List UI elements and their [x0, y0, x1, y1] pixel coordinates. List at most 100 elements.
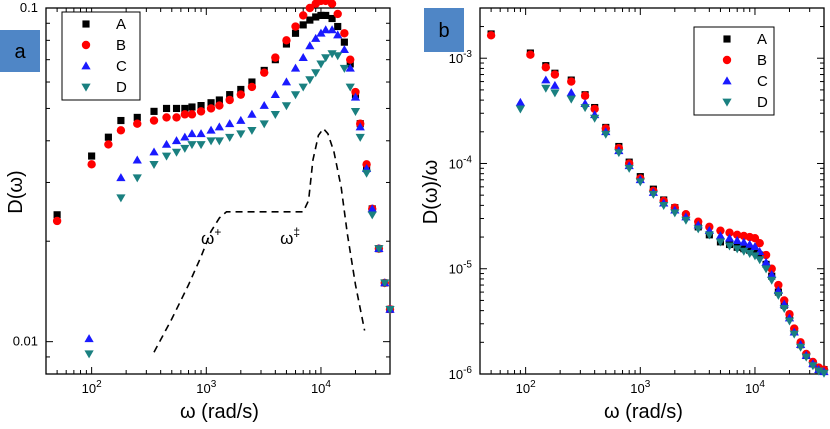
data-point-a-d	[281, 102, 292, 111]
legend-marker-c	[81, 61, 91, 70]
legend-marker-c	[722, 76, 732, 85]
panel-badge-a-bg	[0, 30, 40, 72]
data-point-b-d	[635, 178, 645, 187]
data-point-b-b	[550, 70, 560, 79]
data-point-b-d	[590, 114, 600, 123]
x-tick-label-b: 104	[745, 379, 765, 396]
data-point-b-d	[614, 149, 624, 158]
panel-badge-b-bg	[424, 8, 464, 52]
data-point-b-d	[745, 249, 755, 258]
legend-marker-d	[81, 83, 91, 92]
data-point-b-b	[526, 50, 535, 59]
data-point-a-d	[339, 64, 349, 73]
data-point-a-b	[87, 160, 96, 169]
data-point-a-a	[53, 211, 61, 219]
data-point-a-c	[187, 129, 197, 138]
x-axis-label-a: ω (rad/s)	[180, 401, 259, 423]
legend-label-a: A	[757, 31, 767, 48]
data-point-b-b	[755, 238, 764, 248]
data-point-a-d	[270, 110, 280, 119]
data-point-a-b	[225, 95, 234, 105]
y-axis-label-a: D(ω)	[5, 170, 27, 213]
y-tick-label-b: 10-3	[449, 49, 473, 66]
data-point-b-d	[659, 202, 669, 210]
data-point-a-d	[355, 133, 365, 142]
data-point-b-d	[648, 190, 658, 199]
data-point-a-c	[333, 30, 343, 39]
data-point-a-b	[133, 119, 142, 128]
y-tick-label-b: 10-4	[449, 154, 473, 171]
x-tick-label-a: 102	[82, 379, 102, 396]
data-point-a-c	[350, 92, 361, 101]
data-point-a-b	[162, 113, 171, 122]
data-point-a-d	[187, 141, 197, 150]
data-point-a-c	[84, 334, 94, 343]
data-point-b-d	[784, 317, 795, 326]
data-point-b-b	[486, 31, 496, 40]
y-tick-label-b: 10-5	[449, 260, 473, 277]
legend-marker-d	[722, 98, 732, 107]
x-tick-label-b: 102	[516, 379, 536, 396]
data-point-b-b	[541, 63, 551, 72]
data-point-b-d	[761, 265, 771, 274]
panel-badge-a-label: a	[14, 41, 26, 63]
data-point-b-c	[541, 75, 551, 84]
data-point-a-d	[225, 133, 235, 142]
data-point-a-c	[270, 90, 280, 98]
data-point-a-a	[312, 13, 320, 21]
annotation-omega-plus: ω+	[201, 225, 221, 248]
y-tick-label-a: 0.1	[20, 0, 38, 15]
data-point-b-b	[725, 228, 734, 237]
data-point-a-c	[236, 115, 246, 124]
data-point-a-d	[345, 83, 355, 92]
data-point-b-d	[515, 105, 526, 114]
data-point-a-c	[311, 33, 321, 42]
data-point-b-d	[724, 242, 735, 251]
data-point-b-d	[704, 231, 714, 240]
data-point-a-a	[299, 21, 307, 29]
data-point-a-b	[172, 113, 181, 122]
x-tick-label-b: 103	[630, 379, 650, 396]
data-point-a-d	[149, 160, 159, 169]
data-point-a-d	[321, 54, 331, 63]
data-point-b-d	[541, 84, 551, 93]
data-point-b-d	[670, 209, 680, 218]
data-point-a-d	[367, 211, 377, 220]
data-point-a-d	[214, 137, 224, 146]
data-point-a-a	[150, 107, 158, 115]
data-point-a-a	[162, 104, 171, 113]
data-point-b-d	[715, 238, 726, 247]
data-point-a-b	[271, 53, 280, 62]
data-point-a-b	[206, 104, 216, 113]
data-point-a-b	[305, 3, 315, 13]
legend-label-d: D	[757, 94, 768, 111]
data-point-a-c	[367, 204, 377, 213]
data-point-a-a	[133, 113, 141, 121]
data-point-a-b	[236, 90, 246, 99]
data-point-a-c	[305, 41, 315, 50]
data-point-a-d	[374, 245, 384, 254]
data-point-a-c	[298, 53, 308, 61]
data-point-a-a	[88, 152, 96, 160]
data-point-b-d	[624, 164, 634, 173]
data-point-b-c	[515, 97, 526, 106]
data-point-a-c	[290, 63, 301, 72]
data-point-b-b	[567, 77, 576, 86]
data-point-b-b	[716, 226, 725, 235]
data-point-a-a	[215, 96, 223, 104]
data-point-b-d	[795, 343, 806, 352]
data-point-a-b	[299, 11, 308, 20]
data-point-a-b	[327, 0, 337, 8]
data-point-a-b	[340, 29, 349, 38]
data-point-a-b	[187, 110, 197, 119]
data-point-a-b	[260, 68, 269, 77]
data-point-a-c	[132, 155, 142, 164]
data-point-a-d	[206, 137, 216, 146]
data-point-b-b	[590, 104, 599, 114]
data-point-a-d	[116, 194, 126, 203]
data-point-a-c	[214, 122, 224, 131]
data-point-b-c	[761, 257, 771, 266]
